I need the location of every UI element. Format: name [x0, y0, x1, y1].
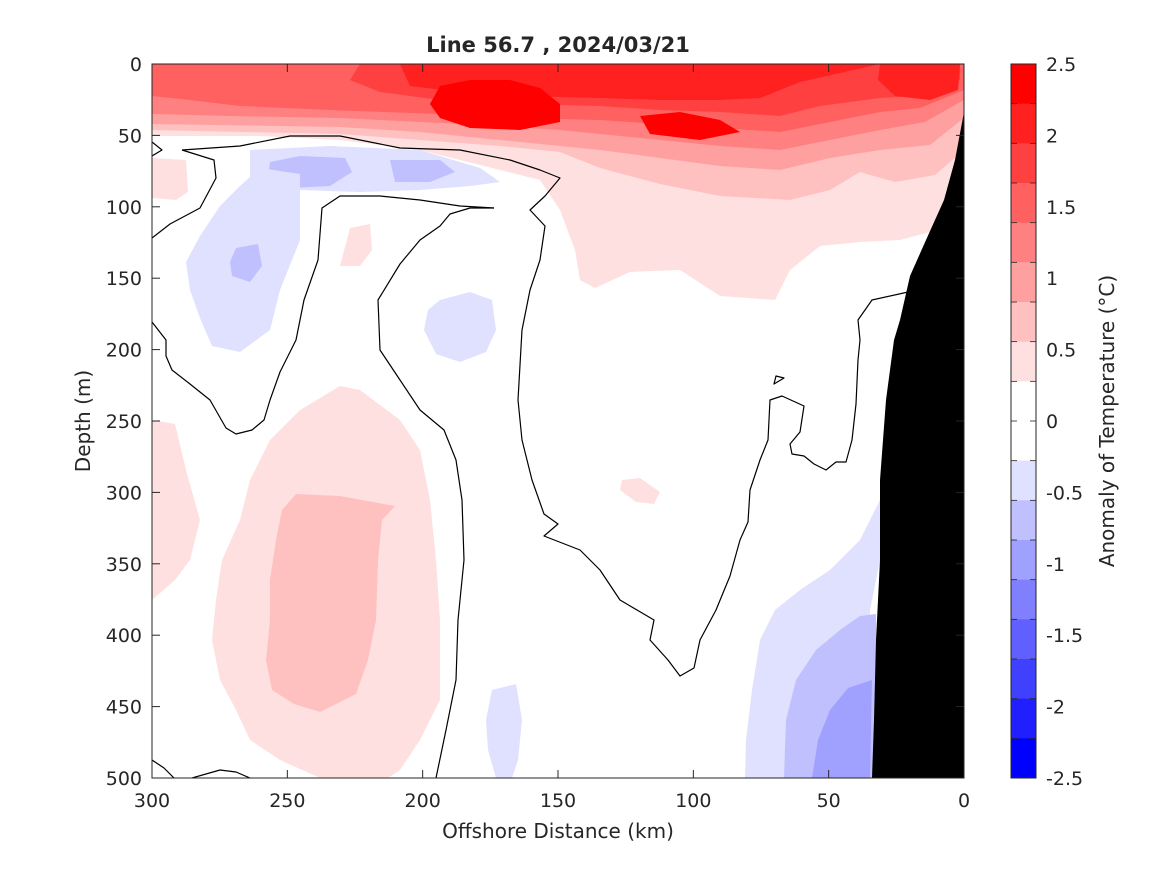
y-tick-label: 50 [118, 125, 142, 147]
anomaly-region-neg0.75-shallow-b [390, 160, 455, 182]
colorbar-tick-label: 0 [1046, 411, 1058, 433]
chart-title: Line 56.7 , 2024/03/21 [426, 33, 690, 57]
colorbar-band [1011, 262, 1036, 303]
colorbar-tick-label: 2.5 [1046, 54, 1076, 76]
colorbar-tick-label: 1 [1046, 268, 1058, 290]
anomaly-region-neg0.5-mid [424, 292, 496, 362]
x-axis: 300 250 200 150 100 50 0 [134, 64, 970, 812]
colorbar-tick-label: -1.5 [1046, 625, 1083, 647]
zero-contour-west [152, 149, 217, 239]
x-tick-label: 0 [958, 790, 970, 812]
x-tick-label: 100 [675, 790, 711, 812]
plot-area [152, 64, 964, 778]
colorbar-tick-label: 0.5 [1046, 340, 1076, 362]
y-tick-label: 400 [106, 625, 142, 647]
y-tick-label: 250 [106, 411, 142, 433]
y-tick-label: 100 [106, 197, 142, 219]
colorbar-tick-label: -2 [1046, 697, 1065, 719]
y-axis: 0 50 100 150 200 250 300 350 400 450 500 [106, 54, 964, 790]
colorbar-band [1011, 64, 1036, 105]
anomaly-region-0.25-west-deep [152, 420, 200, 600]
colorbar-band [1011, 540, 1036, 581]
colorbar-label: Anomaly of Temperature (°C) [1095, 275, 1119, 567]
zero-contour-west-top [152, 141, 163, 157]
x-tick-label: 300 [134, 790, 170, 812]
colorbar-band [1011, 222, 1036, 263]
colorbar-band [1011, 103, 1036, 144]
colorbar-band [1011, 143, 1036, 184]
colorbar-band [1011, 421, 1036, 462]
y-tick-label: 350 [106, 554, 142, 576]
anomaly-region-2.25 [430, 80, 560, 130]
bathymetry-seafloor [872, 112, 964, 778]
zero-contour-inner [152, 195, 495, 435]
colorbar-band [1011, 302, 1036, 343]
colorbar-band [1011, 698, 1036, 739]
anomaly-region-neg0.5-deep-mid [486, 684, 522, 778]
zero-contour-lines [152, 135, 909, 778]
colorbar-band [1011, 659, 1036, 700]
y-tick-label: 500 [106, 768, 142, 790]
colorbar-frame [1010, 63, 1037, 779]
colorbar-band [1011, 183, 1036, 224]
colorbar-band [1011, 619, 1036, 660]
anomaly-region-0.25-west-edge [152, 158, 188, 200]
zero-contour-main [181, 135, 909, 677]
colorbar-tick-label: 1.5 [1046, 197, 1076, 219]
colorbar-band [1011, 738, 1036, 779]
x-axis-label: Offshore Distance (km) [442, 819, 674, 843]
y-tick-label: 0 [130, 54, 142, 76]
colorbar-tick-label: -1 [1046, 554, 1065, 576]
y-tick-label: 300 [106, 482, 142, 504]
y-tick-label: 150 [106, 268, 142, 290]
y-tick-label: 450 [106, 697, 142, 719]
colorbar-band [1011, 460, 1036, 501]
x-tick-label: 250 [269, 790, 305, 812]
x-tick-label: 50 [817, 790, 841, 812]
colorbar-tick-label: -0.5 [1046, 482, 1083, 504]
y-axis-label: Depth (m) [71, 370, 95, 472]
anomaly-region-0.25-spot-b [620, 478, 660, 504]
x-tick-label: 200 [405, 790, 441, 812]
zero-contour-tiny-loop [773, 375, 785, 385]
anomaly-region-2.25-east [640, 112, 740, 140]
zero-contour-bottom-arc [191, 769, 251, 778]
y-tick-label: 200 [106, 340, 142, 362]
colorbar-tick-label: 2 [1046, 125, 1058, 147]
colorbar-band [1011, 579, 1036, 620]
anomaly-region-2.25-nearshore [878, 64, 960, 100]
colorbar-band [1011, 381, 1036, 422]
anomaly-region-neg0.75-nearshore [812, 680, 872, 778]
anomaly-region-neg0.75-west [230, 244, 262, 282]
anomaly-region-0.25-spot-a [340, 224, 372, 266]
zero-contour-fold [377, 207, 494, 778]
colorbar-band [1011, 500, 1036, 541]
zero-contour-bottom-left [152, 759, 175, 778]
colorbar-tick-label: -2.5 [1046, 768, 1083, 790]
colorbar-band [1011, 341, 1036, 382]
colorbar: 2.5 2 1.5 1 0.5 0 -0.5 -1 -1.5 -2 -2.5 [1010, 54, 1083, 790]
x-tick-label: 150 [540, 790, 576, 812]
anomaly-region-0.5-deep [266, 494, 395, 712]
